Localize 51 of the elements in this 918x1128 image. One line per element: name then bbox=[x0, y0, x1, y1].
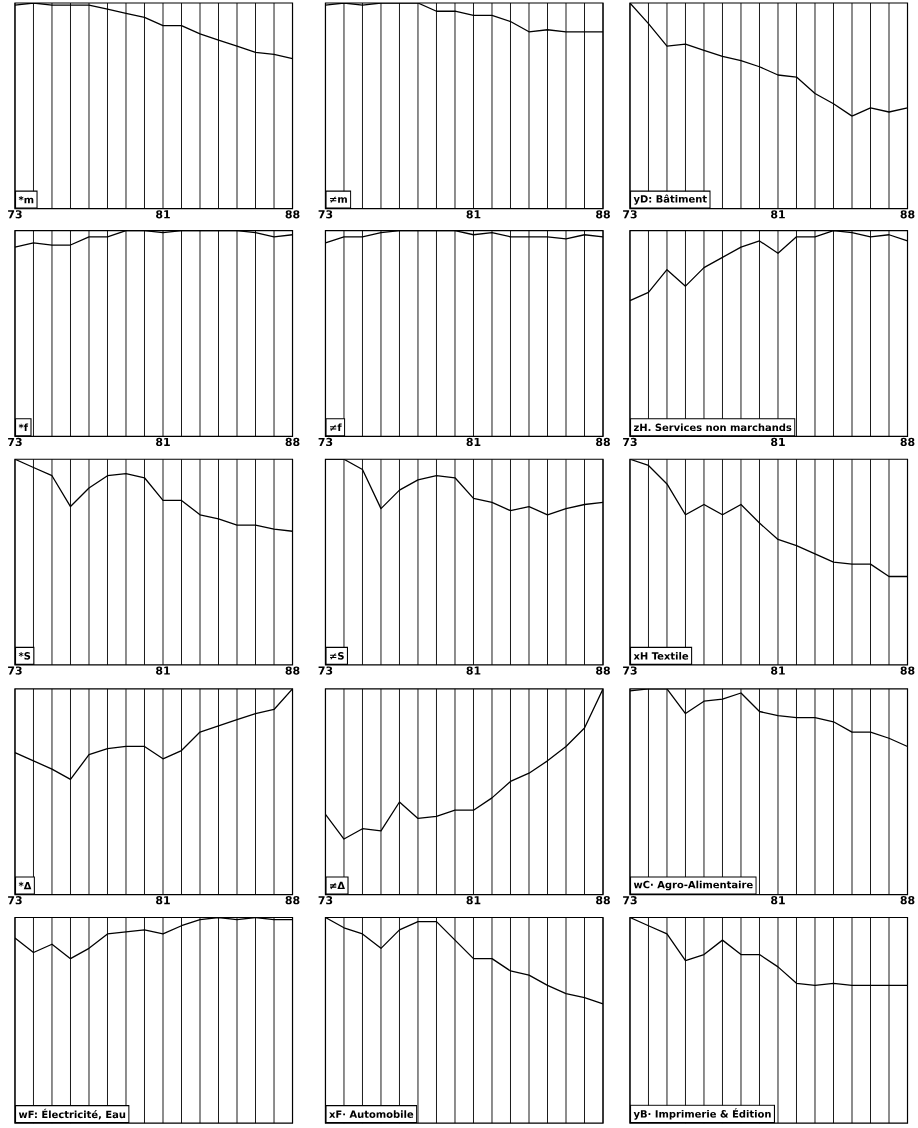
x-tick-label: 88 bbox=[595, 896, 610, 905]
x-tick-label: 81 bbox=[155, 666, 170, 675]
text: ≠S bbox=[329, 652, 344, 660]
text: *m bbox=[18, 195, 34, 204]
x-tick-label: 81 bbox=[466, 210, 481, 219]
x-tick-label: 81 bbox=[770, 437, 785, 447]
x-tick-label: 81 bbox=[770, 210, 785, 219]
x-tick-label: 73 bbox=[622, 896, 637, 905]
x-tick-label: 81 bbox=[466, 437, 481, 447]
x-tick-label: 73 bbox=[318, 210, 332, 219]
x-tick-label: 81 bbox=[770, 896, 785, 905]
text: ≠m bbox=[329, 196, 347, 203]
x-tick-label: 81 bbox=[155, 896, 170, 905]
x-tick-label: 73 bbox=[7, 666, 22, 675]
x-tick-label: 88 bbox=[900, 210, 915, 219]
x-tick-label: 73 bbox=[622, 666, 637, 675]
x-tick-label: 81 bbox=[155, 437, 170, 447]
x-tick-label: 88 bbox=[900, 896, 915, 905]
x-tick-label: 81 bbox=[466, 896, 481, 905]
text: wC· Agro-Alimentaire bbox=[633, 880, 753, 891]
text: ≠f bbox=[329, 423, 342, 432]
x-tick-label: 88 bbox=[595, 666, 610, 675]
x-tick-label: 88 bbox=[285, 210, 300, 219]
x-tick-label: 88 bbox=[900, 666, 915, 675]
x-tick-label: 88 bbox=[900, 437, 915, 447]
x-tick-label: 88 bbox=[285, 896, 300, 905]
x-tick-label: 73 bbox=[7, 437, 22, 447]
x-tick-label: 81 bbox=[466, 666, 481, 675]
text: yD: Bâtiment bbox=[633, 194, 707, 205]
x-tick-label: 88 bbox=[595, 210, 610, 219]
x-tick-label: 81 bbox=[155, 210, 170, 219]
x-tick-label: 73 bbox=[622, 210, 637, 219]
text: xH Textile bbox=[633, 652, 688, 660]
x-tick-label: 73 bbox=[318, 437, 332, 447]
text: zH. Services non marchands bbox=[633, 423, 792, 432]
text: *f bbox=[18, 423, 28, 432]
text: ≠Δ bbox=[329, 881, 345, 890]
x-tick-label: 88 bbox=[285, 666, 300, 675]
x-tick-label: 73 bbox=[318, 896, 332, 905]
x-tick-label: 88 bbox=[595, 437, 610, 447]
x-tick-label: 73 bbox=[318, 666, 332, 675]
text: wF: Électricité, Eau bbox=[18, 1108, 125, 1120]
x-tick-label: 73 bbox=[7, 210, 22, 219]
x-tick-label: 81 bbox=[770, 666, 785, 675]
text: yB· Imprimerie & Édition bbox=[633, 1108, 771, 1120]
text: xF· Automobile bbox=[328, 1110, 414, 1118]
text: *S bbox=[18, 652, 30, 660]
text: *Δ bbox=[18, 881, 32, 890]
x-tick-label: 88 bbox=[285, 437, 300, 447]
x-tick-label: 73 bbox=[622, 437, 637, 447]
x-tick-label: 73 bbox=[7, 896, 22, 905]
